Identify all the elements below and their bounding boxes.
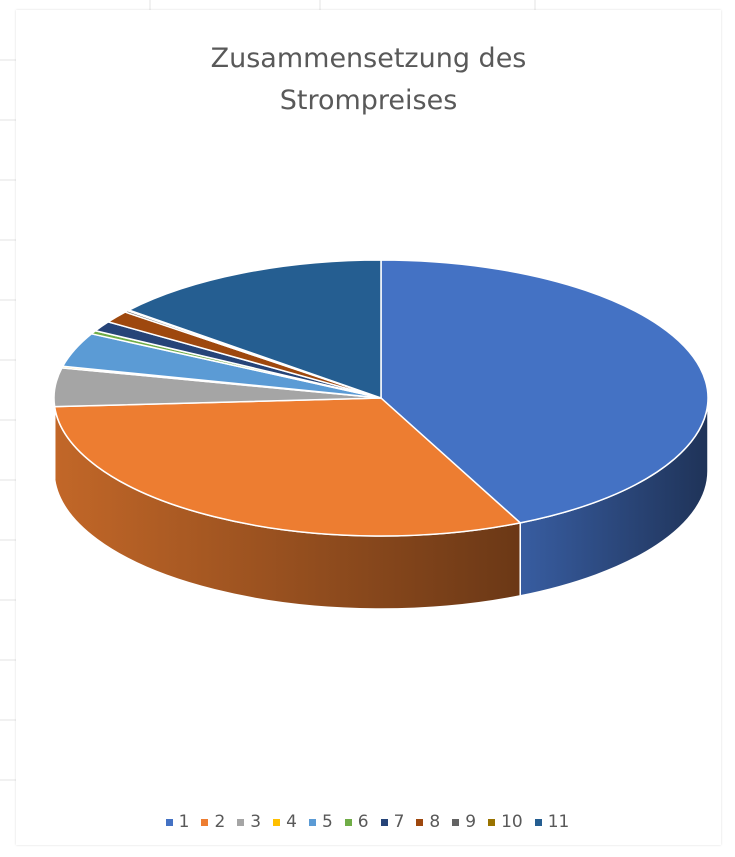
legend-swatch-5 (308, 818, 316, 826)
pie-top-faces (53, 259, 709, 537)
legend-swatch-1 (165, 818, 173, 826)
legend-item-6[interactable]: 6 (344, 812, 369, 832)
legend-swatch-11 (534, 818, 542, 826)
pie-slice-1[interactable] (380, 259, 709, 524)
legend-label-1: 1 (178, 812, 190, 832)
legend-swatch-4 (273, 818, 281, 826)
legend-swatch-10 (488, 818, 496, 826)
legend-label-4: 4 (286, 812, 297, 832)
legend-swatch-6 (344, 818, 352, 826)
pie-slice-2[interactable] (53, 397, 521, 537)
chart-legend: 1 2 3 4 5 6 7 8 9 10 11 (0, 812, 735, 832)
legend-label-7: 7 (393, 812, 405, 832)
legend-item-11[interactable]: 11 (534, 812, 570, 832)
legend-label-10: 10 (501, 812, 523, 832)
pie-slice-11[interactable] (128, 259, 382, 399)
legend-label-9: 9 (465, 812, 477, 832)
legend-swatch-9 (452, 818, 460, 826)
legend-item-7[interactable]: 7 (380, 812, 405, 832)
legend-item-8[interactable]: 8 (416, 812, 440, 832)
legend-label-3: 3 (250, 812, 262, 832)
legend-label-2: 2 (214, 812, 226, 832)
legend-label-8: 8 (429, 812, 441, 832)
legend-label-11: 11 (547, 812, 570, 832)
chart-title-line-1: Zusammensetzung des (210, 43, 527, 74)
legend-item-9[interactable]: 9 (452, 812, 476, 832)
legend-label-6: 6 (357, 812, 369, 832)
legend-swatch-2 (201, 818, 209, 826)
legend-swatch-8 (416, 818, 424, 826)
chart-title: Zusammensetzung des Strompreises (16, 38, 721, 122)
legend-swatch-3 (237, 818, 245, 826)
legend-item-1[interactable]: 1 (165, 812, 190, 832)
legend-item-4[interactable]: 4 (273, 812, 297, 832)
chart-title-line-2: Strompreises (279, 84, 458, 116)
legend-item-10[interactable]: 10 (488, 812, 523, 832)
legend-item-3[interactable]: 3 (237, 812, 261, 832)
legend-swatch-7 (380, 818, 388, 826)
legend-item-5[interactable]: 5 (308, 812, 333, 832)
legend-item-2[interactable]: 2 (201, 812, 225, 832)
legend-label-5: 5 (321, 812, 333, 832)
